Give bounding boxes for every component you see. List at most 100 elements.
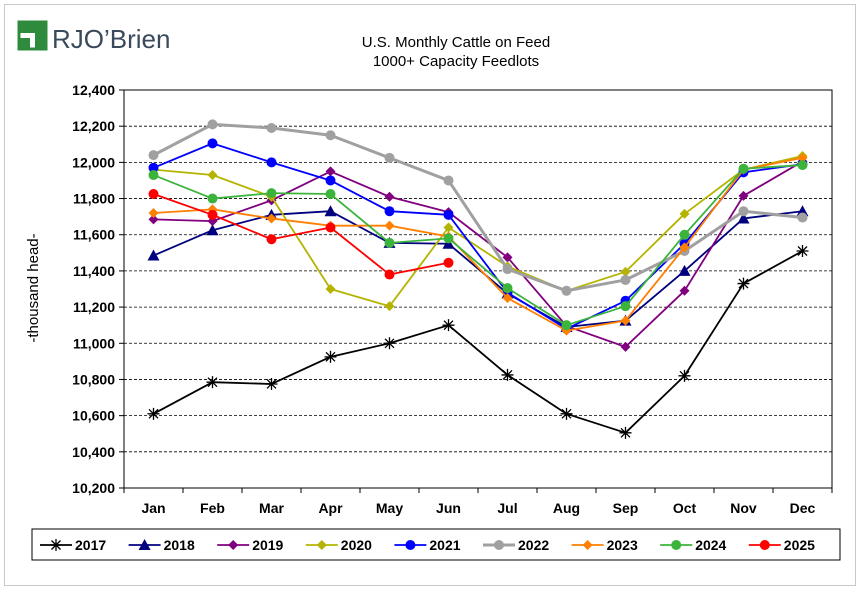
point-2023-may [384, 220, 395, 231]
series-line-2021 [153, 142, 803, 330]
point-2020-may [384, 301, 395, 312]
series-line-2018 [153, 210, 803, 328]
point-2025-apr [325, 222, 336, 233]
point-2022-jan [148, 150, 159, 161]
chart-title: U.S. Monthly Cattle on Feed [362, 34, 550, 51]
legend-marker-2023 [582, 540, 593, 550]
x-tick-label-jul: Jul [497, 500, 517, 516]
logo-text: RJO’Brien [52, 24, 170, 54]
point-2019-sep [620, 341, 631, 352]
y-axis-label: -thousand head- [25, 233, 42, 342]
point-2022-jun [443, 175, 454, 186]
point-2020-oct [679, 208, 690, 219]
point-2024-jan [148, 170, 159, 181]
x-tick-label-sep: Sep [613, 500, 639, 516]
rjobrien-logo: RJO’Brien [17, 20, 170, 54]
x-tick-label-jan: Jan [141, 500, 165, 516]
point-2018-apr [324, 205, 337, 217]
point-2018-dec [796, 205, 809, 217]
legend-label-2022: 2022 [518, 537, 549, 553]
legend-label-2019: 2019 [252, 537, 283, 553]
point-2017-apr [324, 350, 337, 363]
point-2019-jan [148, 214, 159, 225]
legend-label-2025: 2025 [784, 537, 815, 553]
point-2022-feb [207, 119, 218, 130]
legend-item-2021: 2021 [394, 537, 461, 553]
point-2017-may [383, 337, 396, 350]
y-tick-labels: 10,200 10,400 10,600 10,800 11,000 11,200 11,4… [72, 82, 115, 496]
series-line-2022 [152, 122, 803, 293]
point-2024-sep [620, 301, 631, 312]
point-2018-feb [206, 224, 219, 236]
legend-label-2024: 2024 [695, 537, 726, 553]
point-2020-feb [207, 170, 218, 181]
x-tick-label-may: May [376, 500, 403, 516]
point-2022-dec [797, 212, 808, 223]
y-tick-label: 12,000 [72, 154, 115, 170]
x-tick-label-dec: Dec [790, 500, 816, 516]
point-2024-jun [443, 233, 454, 244]
y-tick-label: 10,600 [72, 408, 115, 424]
point-2024-jul [502, 283, 513, 294]
point-2023-oct [679, 242, 690, 253]
series-line-2019 [153, 160, 803, 348]
point-2020-jun [443, 222, 454, 233]
point-2025-may [384, 269, 395, 280]
point-2022-jul [502, 264, 513, 275]
point-2018-nov [737, 212, 750, 224]
legend-label-2021: 2021 [429, 537, 460, 553]
point-2019-jul [502, 252, 513, 263]
legend-label-2017: 2017 [75, 537, 106, 553]
y-tick-label: 11,600 [73, 227, 115, 243]
point-2023-jan [148, 208, 159, 219]
legend-item-2017: 2017 [40, 537, 106, 553]
legend-item-2025: 2025 [748, 537, 815, 553]
point-2017-sep [619, 426, 632, 439]
series-2017 [147, 245, 809, 439]
legend: 2017 2018 2019 2020 2021 2022 2023 2024 2025 [40, 537, 815, 553]
point-2024-feb [207, 193, 218, 204]
plot-area [123, 89, 833, 489]
x-tick-label-feb: Feb [200, 500, 225, 516]
point-2017-oct [678, 369, 691, 382]
x-tick-labels: Jan Feb Mar Apr May Jun Jul Aug Sep Oct Nov Dec [141, 500, 815, 516]
point-2024-mar [266, 188, 277, 199]
point-2024-oct [679, 229, 690, 240]
series-2025 [148, 189, 454, 280]
series-line-2017 [153, 250, 803, 434]
point-2022-sep [620, 274, 631, 285]
y-tick-label: 11,000 [73, 335, 115, 351]
legend-marker-2025 [759, 540, 770, 550]
legend-marker-2022 [494, 540, 504, 550]
series-line-2020 [153, 155, 803, 308]
y-tick-label: 12,200 [72, 118, 115, 134]
y-tick-label: 10,400 [72, 444, 115, 460]
legend-item-2024: 2024 [660, 537, 727, 553]
point-2018-jan [147, 249, 160, 261]
point-2017-mar [265, 377, 278, 390]
series-2021 [148, 138, 808, 334]
legend-item-2018: 2018 [128, 537, 195, 553]
point-2025-jan [148, 189, 159, 200]
point-2021-feb [207, 138, 218, 149]
point-2017-aug [560, 407, 573, 420]
chart-subtitle: 1000+ Capacity Feedlots [373, 53, 539, 70]
x-tick-label-oct: Oct [673, 500, 697, 516]
series-2020 [148, 151, 808, 312]
point-2017-dec [796, 245, 809, 258]
x-tick-label-apr: Apr [318, 500, 343, 516]
point-2023-mar [266, 213, 277, 224]
point-2022-apr [325, 130, 336, 141]
point-2019-nov [738, 190, 749, 201]
point-2023-dec [797, 152, 808, 163]
legend-marker-2020 [316, 540, 327, 550]
series-2024 [148, 160, 808, 331]
gridlines [119, 89, 833, 493]
legend-marker-2019 [228, 540, 239, 550]
legend-box [31, 528, 841, 561]
point-2019-may [384, 191, 395, 202]
point-2020-apr [325, 284, 336, 294]
point-2022-nov [738, 206, 749, 217]
point-2024-may [384, 237, 395, 248]
